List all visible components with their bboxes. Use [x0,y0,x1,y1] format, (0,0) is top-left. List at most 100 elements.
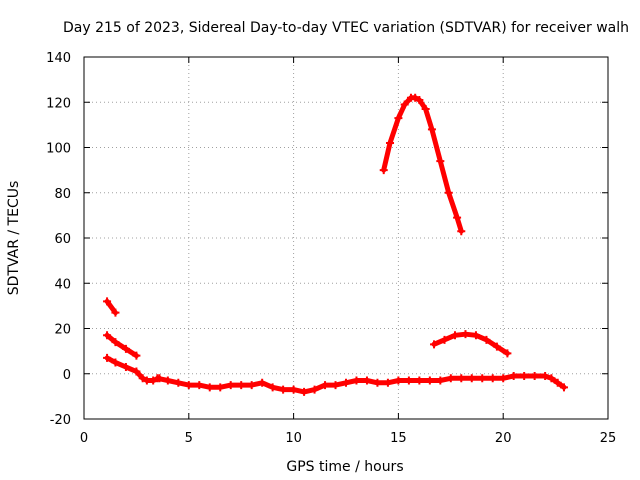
data-point [279,385,288,394]
x-tick-label: 10 [285,431,302,446]
data-point [457,374,466,383]
data-point [216,383,225,392]
x-tick-label: 5 [185,431,193,446]
data-point [352,376,361,385]
data-point [132,351,141,360]
y-axis-label: SDTVAR / TECUs [6,181,22,296]
data-point [467,374,476,383]
data-point [457,227,466,236]
data-point [404,376,413,385]
data-point [247,381,256,390]
data-point [258,378,267,387]
data-point [453,213,462,222]
y-tick-label: 100 [46,142,71,157]
plot-frame [83,56,609,420]
data-point [503,349,512,358]
data-point [400,100,409,109]
data-point [300,387,309,396]
series-arc-b [103,331,141,360]
x-tick-label: 25 [600,431,617,446]
data-point [394,114,403,123]
data-point [103,353,112,362]
data-point [482,335,491,344]
data-point [205,383,214,392]
data-point [226,381,235,390]
data-point [342,378,350,387]
data-point [138,374,147,383]
y-tick-label: 0 [63,368,71,383]
data-point [471,331,480,340]
chart-title: Day 215 of 2023, Sidereal Day-to-day VTE… [63,20,629,36]
data-point [440,335,449,344]
y-tick-label: 40 [54,277,71,292]
x-tick-label: 20 [495,431,512,446]
data-point [184,381,193,390]
data-point [427,125,436,134]
x-axis-label: GPS time / hours [286,459,403,475]
data-series [103,93,568,396]
data-point [149,376,158,385]
series-arc-c [103,353,164,385]
data-point [111,358,120,367]
data-point [509,372,518,381]
x-tick-label: 0 [80,431,88,446]
data-point [121,362,130,371]
data-point [321,381,330,390]
data-point [383,378,392,387]
y-tick-label: 120 [46,96,71,111]
series-arc-e [379,93,466,236]
y-tick-label: 140 [46,51,71,66]
data-point [103,331,112,340]
data-point [553,378,562,387]
data-point [541,372,550,381]
data-point [386,138,395,147]
data-point [174,378,183,387]
data-point [103,297,112,306]
data-point [289,385,298,394]
data-point [559,383,568,392]
data-point [488,374,497,383]
data-point [520,372,529,381]
data-point [237,381,246,390]
data-point [461,330,470,339]
data-point [421,105,430,114]
y-tick-label: 20 [54,323,71,338]
data-point [153,374,162,383]
tick-labels: 0 5 10 15 20 25 -20 0 20 40 60 80 100 120 140 [46,51,616,446]
data-point [362,376,371,385]
series-arc-d [153,372,568,396]
data-point [499,374,508,383]
data-point [444,188,453,197]
data-point [415,376,424,385]
data-point [450,331,459,340]
data-point [268,383,277,392]
data-point [436,157,445,166]
data-point [111,308,120,317]
data-point [530,372,539,381]
data-point [310,385,319,394]
data-point [446,374,455,383]
series-trace [104,332,139,359]
data-point [111,338,120,347]
data-point [373,378,382,387]
data-point [379,166,388,175]
y-tick-label: 60 [54,232,71,247]
data-point [478,374,487,383]
x-tick-label: 15 [390,431,407,446]
data-point [411,93,420,102]
data-point [425,376,434,385]
series-trace [104,298,118,316]
data-point [163,376,172,385]
y-tick-label: -20 [50,413,71,428]
data-point [415,95,424,104]
data-point [121,344,130,353]
data-point [430,340,439,349]
series-arc-f [430,330,512,358]
data-point [331,381,340,390]
data-point [492,342,501,351]
y-tick-label: 80 [54,187,71,202]
axis-ticks [83,56,609,420]
series-arc-a [103,297,120,317]
data-point [547,374,556,383]
